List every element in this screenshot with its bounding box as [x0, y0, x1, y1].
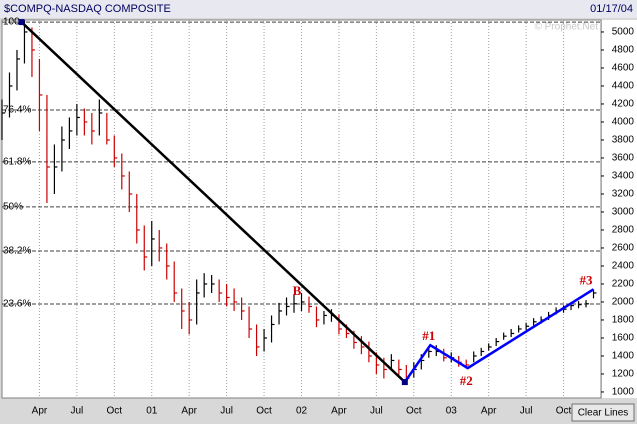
x-tick-label: Apr — [331, 406, 347, 417]
y-tick-label: 2200 — [612, 279, 635, 290]
y-tick-label: 2000 — [612, 297, 635, 308]
header — [0, 0, 637, 18]
trend-line — [20, 21, 406, 383]
x-tick-label: Apr — [32, 406, 48, 417]
x-tick-label: Jul — [520, 406, 533, 417]
x-tick-label: Oct — [406, 406, 422, 417]
annotation: #1 — [422, 328, 435, 343]
annotation: #2 — [460, 373, 473, 388]
fib-label: 50% — [3, 202, 23, 213]
x-tick-label: Apr — [481, 406, 497, 417]
y-tick-label: 4200 — [612, 99, 635, 110]
y-tick-label: 2800 — [612, 225, 635, 236]
trend-line — [403, 288, 595, 383]
x-tick-label: Jul — [370, 406, 383, 417]
x-tick-label: Oct — [556, 406, 572, 417]
fib-label: 61.8% — [3, 157, 31, 168]
date: 01/17/04 — [590, 3, 633, 15]
y-tick-label: 1200 — [612, 369, 635, 380]
annotation: B — [293, 283, 302, 298]
x-tick-label: 02 — [296, 406, 308, 417]
y-tick-label: 4800 — [612, 45, 635, 56]
x-tick-label: 03 — [446, 406, 458, 417]
y-tick-label: 4600 — [612, 63, 635, 74]
fib-label: 76.4% — [3, 105, 31, 116]
y-tick-label: 2600 — [612, 243, 635, 254]
y-tick-label: 3800 — [612, 135, 635, 146]
fib-label: 38.2% — [3, 246, 31, 257]
y-tick-label: 3600 — [612, 153, 635, 164]
axis-area — [602, 20, 637, 398]
x-tick-label: Jul — [70, 406, 83, 417]
annotation: #3 — [580, 272, 594, 287]
x-tick-label: Apr — [181, 406, 197, 417]
clear-lines-label[interactable]: Clear Lines — [578, 408, 629, 419]
clear-lines-button[interactable] — [571, 403, 635, 422]
fib-label: 100 — [3, 17, 20, 28]
watermark: © Prophet.Net — [534, 22, 598, 33]
x-tick-label: Oct — [107, 406, 123, 417]
chart-title: $COMPQ-NASDAQ COMPOSITE — [4, 3, 171, 15]
y-tick-label: 5000 — [612, 27, 635, 38]
y-tick-label: 2400 — [612, 261, 635, 272]
y-tick-label: 1400 — [612, 351, 635, 362]
y-tick-label: 3400 — [612, 171, 635, 182]
x-tick-label: Jul — [220, 406, 233, 417]
y-tick-label: 1600 — [612, 333, 635, 344]
y-tick-label: 1000 — [612, 387, 635, 398]
x-tick-label: 01 — [146, 406, 158, 417]
y-tick-label: 3000 — [612, 207, 635, 218]
fib-label: 23.6% — [3, 299, 31, 310]
y-tick-label: 1800 — [612, 315, 635, 326]
trend-handle — [401, 379, 408, 386]
plot-layer: 1000 1200 1400 1600 1800 2000 2200 2400 2600 2800… — [1, 17, 635, 417]
y-tick-label: 4400 — [612, 81, 635, 92]
y-tick-label: 3200 — [612, 189, 635, 200]
x-tick-label: Oct — [256, 406, 272, 417]
trend-handle — [18, 19, 25, 26]
y-tick-label: 4000 — [612, 117, 635, 128]
